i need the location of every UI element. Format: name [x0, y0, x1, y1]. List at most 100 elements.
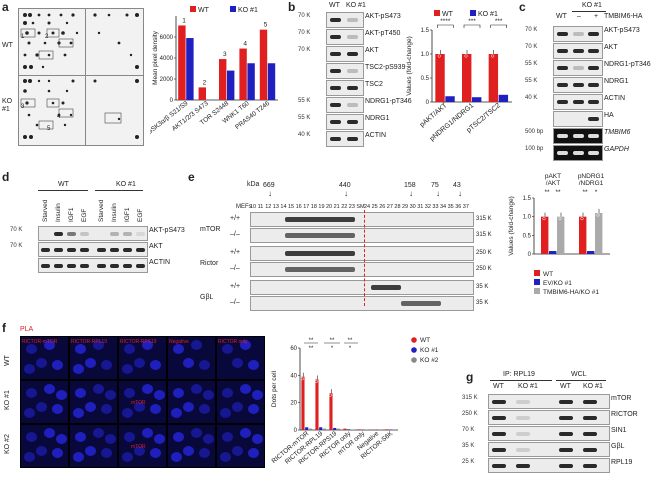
legend-swatch-EV/KO #1 [534, 279, 540, 285]
y-tick-label: 1.5 [421, 28, 430, 34]
marker-arrow: ↓ [458, 189, 462, 198]
fraction-number: 26 [379, 204, 386, 210]
blot-c-header: KO #1 [582, 2, 602, 9]
blot-strip [326, 63, 364, 79]
nucleus [101, 404, 112, 414]
micro-cell [216, 380, 265, 424]
fraction-number: 12 [265, 204, 272, 210]
legend-swatch-KO #1 [230, 6, 236, 12]
significance-stars: ** [309, 346, 314, 352]
bar-pAKT/AKT-KO #1 [445, 96, 455, 102]
bar-pNDRG1 /NDRG1-TMBIM6-HA/KO #1 [595, 212, 603, 254]
blot-band [492, 431, 506, 436]
nucleus [36, 446, 47, 456]
fraction-number: 14 [280, 204, 287, 210]
blot-strip [553, 60, 603, 76]
marker-label: 43 [453, 182, 461, 189]
significance-stars: **** [440, 18, 451, 25]
spot-number-1: 1 [21, 34, 25, 40]
blot-e-band [285, 217, 355, 222]
y-tick-label: 6000 [160, 35, 174, 41]
blot-row-label: ACTIN [365, 132, 386, 139]
blot-d-lane-label: EGF [137, 208, 144, 222]
micro-cell [69, 424, 118, 468]
fraction-number: 11 [257, 204, 264, 210]
bar-pNDRG1 /NDRG1-WT [579, 216, 587, 254]
nucleus [56, 434, 67, 444]
fraction-number: 13 [272, 204, 279, 210]
micro-row-label: KO #1 [4, 390, 11, 410]
nucleus [101, 360, 112, 370]
phospho-array-images: 1 2 3 4 5 [18, 8, 144, 146]
blot-c-lane-wt: WT [556, 13, 567, 20]
nucleus [240, 340, 251, 350]
nucleus [142, 340, 153, 350]
e-fraction-header: MEFs [236, 204, 252, 210]
nucleus [232, 446, 243, 456]
nucleus [122, 408, 133, 418]
mw-marker: 55 K [298, 115, 311, 121]
data-dot [491, 54, 495, 58]
mw-marker: 70 K [298, 30, 311, 36]
blot-strip [553, 128, 603, 144]
nucleus [73, 452, 84, 462]
fraction-number: 37 [462, 204, 469, 210]
y-tick-label: 60 [290, 346, 297, 352]
category-label: /AKT [546, 180, 560, 187]
blot-band [41, 247, 50, 252]
legend-swatch-KO #2 [411, 357, 417, 363]
blot-g-lane-label: KO #1 [583, 383, 603, 390]
blot-band [492, 399, 506, 404]
pla-label: PLA [20, 326, 34, 333]
bar-pNDRG1/NDRG1-KO #1 [472, 97, 482, 102]
panel-e-label: e [188, 170, 195, 184]
blot-band [583, 415, 597, 420]
marker-arrow: ↓ [436, 189, 440, 198]
nucleus [44, 428, 55, 438]
blot-e-strip [250, 227, 474, 243]
nucleus [173, 388, 184, 398]
y-tick-label: 0.5 [421, 76, 430, 82]
blot-band [54, 263, 63, 268]
marker-label: 158 [404, 182, 416, 189]
nucleus [173, 432, 184, 442]
nucleus [171, 452, 182, 462]
blot-c-lane-minus: – [577, 13, 581, 20]
bar-RICTOR only-KO #1 [347, 429, 351, 430]
blot-band [516, 415, 530, 420]
bar-GSK3α/β S21/S9-KO #1 [186, 38, 194, 100]
significance-stars: ** [348, 338, 353, 344]
blot-row-label: NDRG1 [365, 115, 390, 122]
legend-label-EV/KO #1: EV/KO #1 [543, 280, 572, 287]
micro-cell: RICTOR-RPS19 [118, 336, 167, 380]
array-label-wt: WT [2, 42, 13, 49]
bar-pTSC2/TSC2-WT [488, 54, 499, 102]
nucleus [36, 402, 47, 412]
nucleus [36, 358, 47, 368]
bar-RICTOR-RPS19-KO #1 [333, 427, 337, 430]
fraction-number: 20 [326, 204, 333, 210]
micro-cell [20, 380, 69, 424]
nucleus [220, 452, 231, 462]
blot-band [559, 447, 573, 452]
mw-marker: 40 K [525, 95, 538, 101]
nucleus [154, 434, 165, 444]
blot-row-label: TSC2 [365, 81, 383, 88]
bar-pAKT/AKT-WT [435, 54, 445, 102]
marker-label: 75 [431, 182, 439, 189]
y-tick-label: 40 [290, 373, 297, 379]
blot-band [330, 103, 341, 107]
blot-b-lane-wt: WT [329, 2, 340, 9]
blot-band [330, 18, 341, 22]
y-axis-label: Values (fold-change) [508, 196, 515, 256]
blot-strip [326, 46, 364, 62]
blot-band [67, 247, 76, 252]
blot-row-label: NDRG1-pT346 [604, 61, 651, 68]
fraction-number: 16 [295, 204, 302, 210]
blot-d-lane-label: IGF1 [68, 207, 75, 222]
fraction-number: 22 [341, 204, 348, 210]
blot-band [492, 447, 506, 452]
blot-row-label: GAPDH [604, 146, 629, 153]
blot-band [573, 83, 584, 87]
significance-stars: *** [468, 18, 476, 25]
